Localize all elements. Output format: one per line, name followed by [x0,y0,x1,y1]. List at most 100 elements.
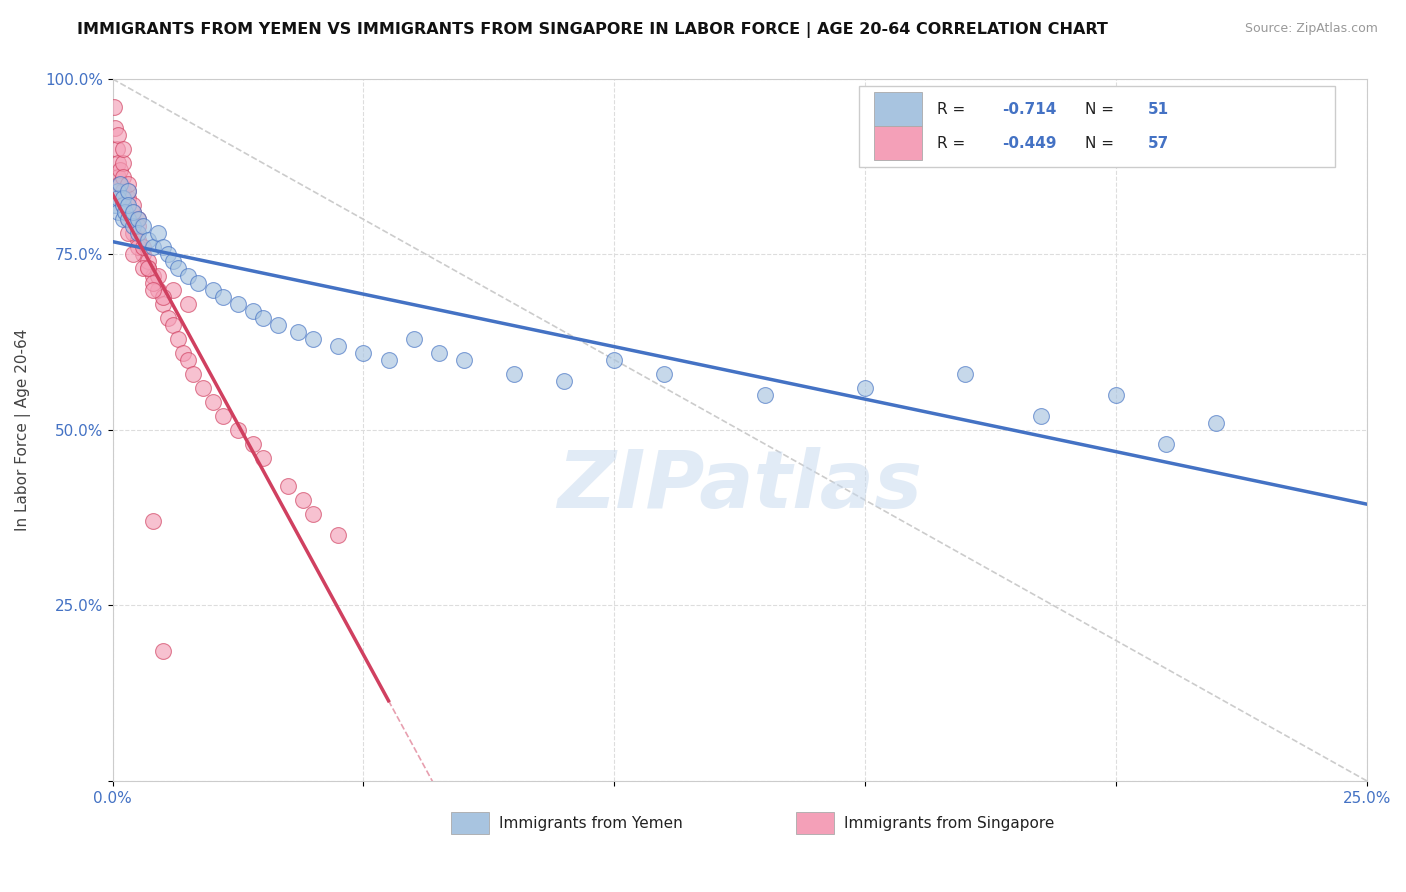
Point [107,205,129,219]
Point [121,205,143,219]
Point [117,184,139,198]
Point [142,514,165,528]
Point [107,178,129,192]
Point [402,332,425,346]
Text: 51: 51 [1147,102,1168,117]
Point [142,240,165,254]
Point [201,395,224,409]
Point [242,303,264,318]
Point [108,163,131,178]
Point [107,170,129,185]
Point [302,507,325,521]
Point [107,184,129,198]
Point [132,247,155,261]
Point [117,212,139,227]
Point [156,247,179,261]
Point [212,289,235,303]
Point [252,310,274,325]
Text: R =: R = [936,136,970,151]
Point [152,289,174,303]
Text: IMMIGRANTS FROM YEMEN VS IMMIGRANTS FROM SINGAPORE IN LABOR FORCE | AGE 20-64 CO: IMMIGRANTS FROM YEMEN VS IMMIGRANTS FROM… [77,22,1108,38]
Point [104,121,127,136]
Point [226,296,249,310]
Point [1105,388,1128,402]
Point [654,367,676,381]
Point [287,325,309,339]
Point [1154,437,1177,451]
Text: N =: N = [1084,102,1119,117]
Point [166,261,188,276]
Point [162,318,184,332]
Point [127,240,149,254]
Point [107,156,129,170]
Point [754,388,776,402]
Point [172,345,194,359]
Point [107,128,129,142]
Point [127,227,149,241]
Point [146,227,169,241]
Point [111,198,134,212]
Point [121,247,143,261]
Point [117,184,139,198]
Point [177,352,200,367]
Point [166,332,188,346]
Point [152,240,174,254]
Point [121,227,143,241]
Point [121,219,143,234]
Bar [796,813,834,833]
Point [117,178,139,192]
Point [1205,416,1227,430]
Point [152,296,174,310]
Point [121,205,143,219]
Point [328,528,350,542]
Point [111,156,134,170]
Point [302,332,325,346]
Text: Source: ZipAtlas.com: Source: ZipAtlas.com [1244,22,1378,36]
Point [136,254,159,268]
Point [503,367,526,381]
Point [142,283,165,297]
Point [177,296,200,310]
Point [111,198,134,212]
Point [252,450,274,465]
Point [105,142,128,156]
Point [152,644,174,658]
Point [267,318,290,332]
Text: R =: R = [936,102,970,117]
Point [117,198,139,212]
Bar [875,126,921,160]
Point [114,205,136,219]
Bar [875,92,921,126]
Point [187,276,209,290]
Point [127,212,149,227]
Y-axis label: In Labor Force | Age 20-64: In Labor Force | Age 20-64 [15,329,31,531]
Point [191,381,214,395]
Text: Immigrants from Yemen: Immigrants from Yemen [499,815,683,830]
Point [132,219,155,234]
Point [107,191,129,205]
Point [117,212,139,227]
Text: -0.449: -0.449 [1002,136,1056,151]
Point [162,254,184,268]
Point [146,268,169,283]
Point [353,345,375,359]
Bar [451,813,489,833]
Point [853,381,876,395]
Point [108,178,131,192]
Point [453,352,475,367]
Point [111,184,134,198]
Point [117,191,139,205]
Point [121,198,143,212]
Text: ZIPatlas: ZIPatlas [557,447,922,525]
Text: -0.714: -0.714 [1002,102,1056,117]
Point [136,234,159,248]
Point [111,191,134,205]
Point [277,479,299,493]
Text: N =: N = [1084,136,1119,151]
Point [181,367,204,381]
Point [177,268,200,283]
Point [111,142,134,156]
Point [117,227,139,241]
Point [142,268,165,283]
Point [603,352,626,367]
